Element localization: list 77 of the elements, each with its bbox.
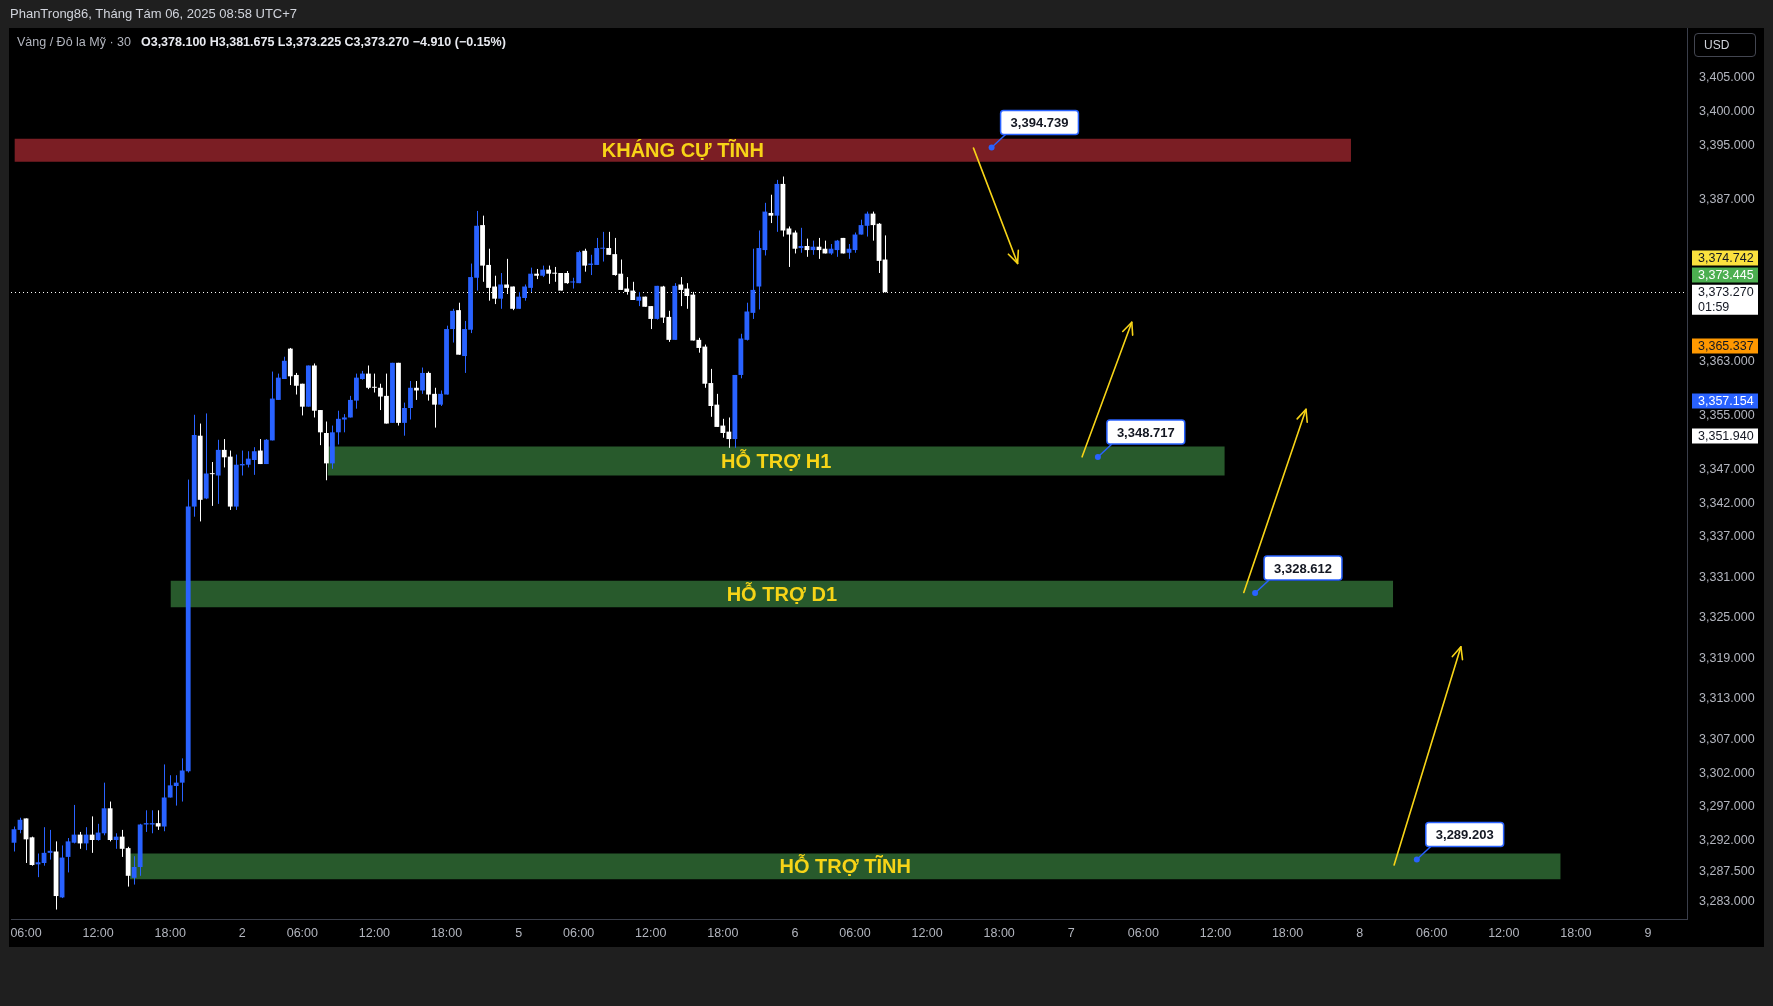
text: 01:59	[1698, 300, 1730, 315]
text: Vàng / Đô la Mỹ · 30	[17, 35, 131, 49]
x-tick-label: 18:00	[707, 925, 739, 940]
x-tick-label: 12:00	[635, 925, 667, 940]
x-tick-label: 12:00	[1488, 925, 1520, 940]
x-tick-label: 18:00	[430, 925, 463, 940]
x-tick-label: 18:00	[1560, 925, 1592, 940]
y-tick-label: 3,355.000	[1699, 407, 1755, 422]
y-tick-label: 3,325.000	[1699, 610, 1755, 625]
y-tick-label: 3,337.000	[1699, 529, 1755, 544]
y-tick-label: 3,319.000	[1699, 650, 1755, 665]
x-tick-label: 2	[238, 925, 246, 940]
band-label: KHÁNG CỰ TĨNH	[601, 138, 764, 161]
text: 3,374.742	[1698, 250, 1754, 265]
text: 3,365.337	[1698, 338, 1754, 353]
text: PhanTrong86, Tháng Tám 06, 2025 08:58 UTC+7	[10, 6, 298, 22]
y-tick-label: 3,400.000	[1699, 104, 1755, 119]
x-tick-label: 9	[1644, 925, 1652, 940]
y-tick-label: 3,292.000	[1699, 833, 1755, 848]
x-tick-label: 06:00	[10, 925, 42, 940]
x-tick-label: 06:00	[1127, 925, 1160, 940]
text: O3,378.100 H3,381.675 L3,373.225 C3,373.270 −4.910 (−0.15%)	[140, 35, 506, 49]
band-label: HỖ TRỢ D1	[726, 581, 838, 605]
ref-line-label: 3,373.270	[1698, 285, 1754, 300]
candlestick	[209, 461, 215, 507]
candlestick	[131, 855, 137, 886]
candlestick	[402, 402, 407, 437]
x-tick-label: 18:00	[1271, 925, 1304, 940]
y-tick-label: 3,302.000	[1699, 765, 1755, 780]
x-tick-label: 12:00	[911, 925, 943, 940]
y-tick-label: 3,313.000	[1699, 691, 1755, 706]
band-label: HỖ TRỢ TĨNH	[779, 853, 911, 877]
y-axis-title: USD	[1694, 33, 1756, 57]
y-tick-label: 3,331.000	[1699, 569, 1755, 584]
text: 3,373.445	[1698, 267, 1754, 282]
annotation: 3,328.612	[1274, 560, 1332, 576]
text: 3,351.940	[1698, 428, 1754, 443]
candlestick	[420, 367, 425, 395]
y-tick-label: 3,297.000	[1699, 799, 1755, 814]
annotation: 3,394.739	[1010, 115, 1069, 131]
x-tick-label: 12:00	[82, 925, 114, 940]
candlestick	[179, 757, 185, 803]
y-tick-label: 3,347.000	[1699, 461, 1755, 476]
y-tick-label: 3,395.000	[1699, 137, 1755, 152]
candlestick	[498, 272, 503, 310]
y-tick-label: 3,363.000	[1699, 353, 1755, 368]
candlestick	[89, 815, 95, 854]
x-tick-label: 18:00	[983, 925, 1015, 940]
candlestick	[155, 809, 161, 831]
candlestick	[786, 225, 792, 268]
annotation: 3,289.203	[1435, 827, 1494, 843]
candlestick	[768, 194, 774, 224]
x-tick-label: 7	[1067, 925, 1075, 940]
candlestick	[408, 380, 413, 420]
x-tick-label: 12:00	[358, 925, 391, 940]
x-tick-label: 06:00	[1416, 925, 1448, 940]
y-tick-label: 3,307.000	[1699, 731, 1755, 746]
y-tick-label: 3,287.500	[1699, 863, 1755, 878]
candlestick	[257, 438, 263, 465]
band-label: HỖ TRỢ H1	[720, 448, 832, 472]
text: 3,357.154	[1698, 393, 1754, 408]
x-tick-label: 12:00	[1199, 925, 1232, 940]
candlestick	[450, 308, 455, 344]
annotation: 3,348.717	[1116, 424, 1175, 440]
candlestick	[221, 438, 227, 468]
x-tick-label: 8	[1356, 925, 1364, 940]
y-tick-label: 3,283.000	[1699, 893, 1755, 908]
candlestick	[582, 248, 588, 273]
x-tick-label: 18:00	[154, 925, 186, 940]
x-tick-label: 5	[515, 925, 523, 940]
y-tick-label: 3,405.000	[1699, 70, 1755, 85]
x-tick-label: 06:00	[286, 925, 319, 940]
x-tick-label: 06:00	[563, 925, 595, 940]
y-tick-label: 3,342.000	[1699, 495, 1755, 510]
y-tick-label: 3,387.000	[1699, 191, 1755, 206]
x-tick-label: 6	[791, 925, 799, 940]
x-tick-label: 06:00	[839, 925, 871, 940]
